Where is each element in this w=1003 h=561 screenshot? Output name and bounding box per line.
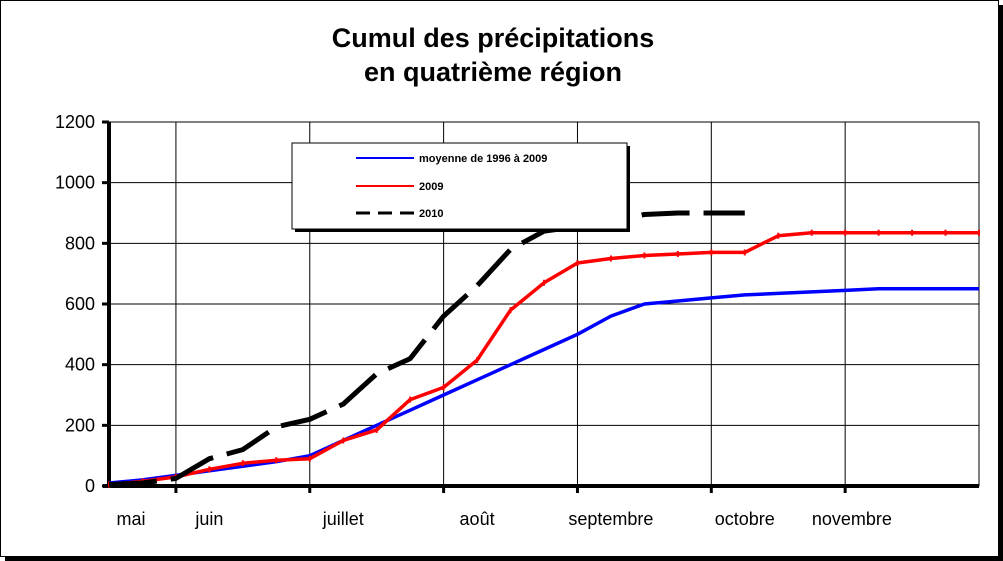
series-lines xyxy=(108,210,980,488)
y-tick-label: 600 xyxy=(65,294,95,314)
y-tick-label: 800 xyxy=(65,233,95,253)
legend-label-2010: 2010 xyxy=(419,208,443,220)
chart-title-line-1: Cumul des précipitations xyxy=(332,23,655,53)
y-tick-label: 1000 xyxy=(55,173,95,193)
x-tick-label: novembre xyxy=(812,509,892,529)
x-tick-label: août xyxy=(460,509,495,529)
y-tick-label: 400 xyxy=(65,355,95,375)
x-tick-label: juillet xyxy=(322,509,364,529)
chart-title-line-2: en quatrième région xyxy=(364,57,622,87)
x-tick-label: septembre xyxy=(568,509,653,529)
x-tick-label: octobre xyxy=(715,509,775,529)
y-tick-label: 0 xyxy=(85,476,95,496)
y-tick-label: 1200 xyxy=(55,112,95,132)
legend: moyenne de 1996 à 2009 2009 2010 xyxy=(291,142,630,232)
x-tick-label: mai xyxy=(116,509,145,529)
legend-box xyxy=(291,142,628,230)
tick-labels: 0 200 400 600 800 1000 1200 mai juin juillet août s… xyxy=(55,112,892,529)
y-tick-label: 200 xyxy=(65,415,95,435)
legend-label-2009: 2009 xyxy=(419,181,443,193)
legend-label-average: moyenne de 1996 à 2009 xyxy=(419,153,547,165)
series-line-0 xyxy=(108,287,979,485)
axes xyxy=(102,120,979,493)
x-tick-label: juin xyxy=(194,509,223,529)
series-line-1 xyxy=(108,230,979,487)
